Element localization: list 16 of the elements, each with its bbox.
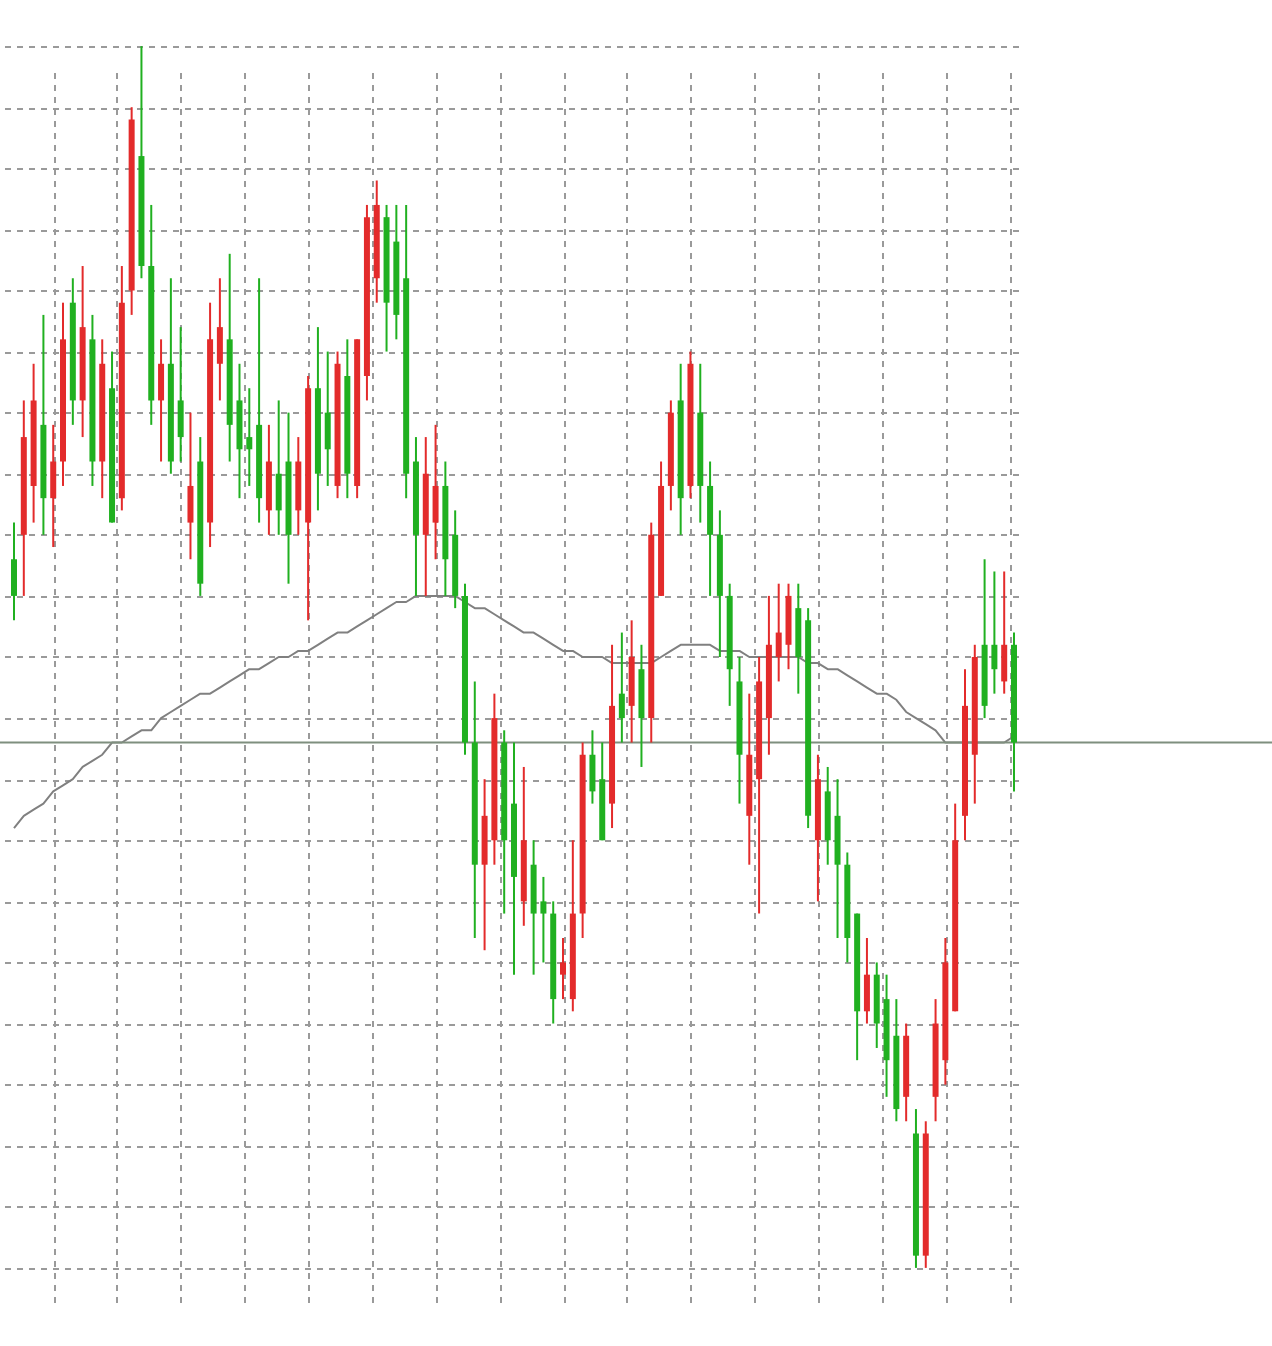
candlestick bbox=[246, 387, 253, 487]
candlestick bbox=[187, 411, 194, 561]
candlestick bbox=[216, 277, 223, 402]
candlestick bbox=[618, 631, 625, 744]
candlestick bbox=[11, 521, 17, 622]
candlestick bbox=[775, 582, 782, 683]
candlestick bbox=[50, 423, 57, 549]
candlestick bbox=[863, 937, 870, 1025]
candlestick bbox=[177, 326, 184, 463]
candlestick bbox=[1001, 570, 1008, 695]
candlestick bbox=[560, 937, 567, 1001]
candlestick bbox=[432, 423, 439, 561]
candlestick bbox=[275, 399, 282, 536]
candlestick bbox=[324, 350, 331, 487]
candlestick bbox=[158, 338, 165, 463]
candlestick bbox=[589, 729, 596, 805]
